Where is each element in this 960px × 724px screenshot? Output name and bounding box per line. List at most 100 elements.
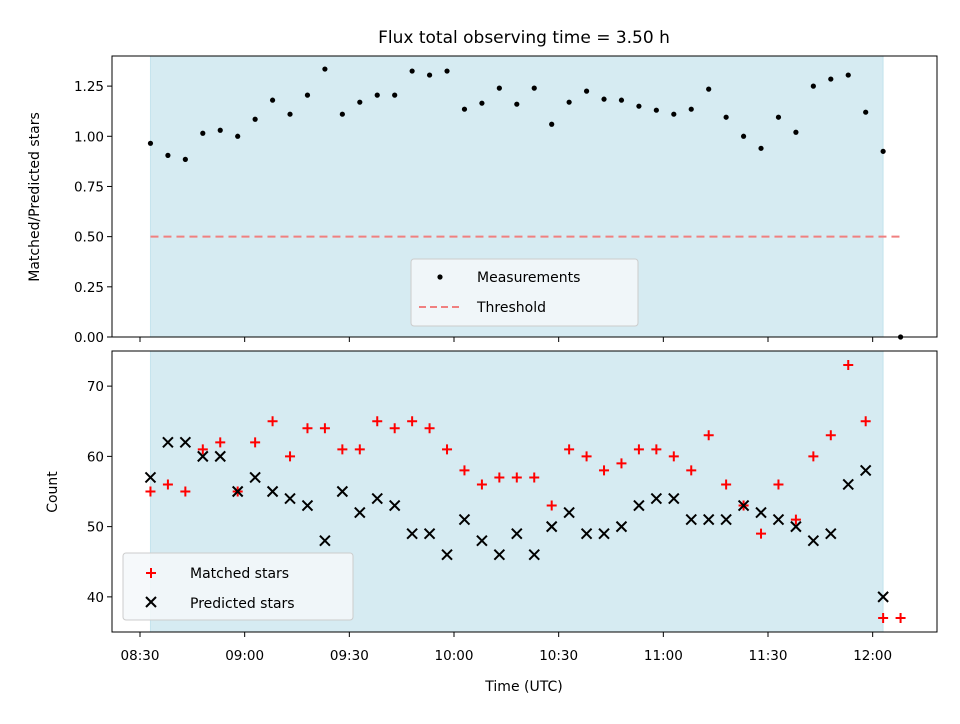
- measurement-point: [304, 92, 311, 98]
- count-y-tick-label: 40: [87, 590, 104, 606]
- measurement-points: [147, 66, 904, 340]
- measurement-point: [531, 85, 537, 91]
- matched-star-point: [319, 423, 330, 434]
- matched-star-point: [250, 437, 261, 448]
- predicted-star-point: [336, 485, 349, 498]
- matched-star-point: [442, 444, 453, 455]
- measurement-point: [217, 127, 223, 133]
- count-panel: 40 50 60 70 08:30 09:00 09:30 10:00 10:30 11:00 1…: [45, 350, 938, 664]
- matched-star-point: [616, 458, 627, 469]
- x-tick-label: 11:00: [644, 648, 683, 664]
- legend-measurements-marker: [437, 274, 443, 280]
- measurement-point: [287, 111, 293, 117]
- predicted-star-point: [615, 520, 628, 533]
- predicted-star-point: [371, 492, 383, 505]
- count-y-axis-label: Count: [45, 471, 61, 513]
- matched-star-point: [372, 416, 383, 427]
- ratio-y-tick-label: 1.00: [74, 129, 104, 145]
- measurement-point: [514, 101, 520, 107]
- predicted-star-point: [720, 513, 732, 526]
- ratio-y-tick-label: 0.75: [74, 179, 104, 195]
- matched-star-point: [633, 444, 644, 455]
- ratio-legend-box: [410, 258, 639, 327]
- predicted-star-point: [598, 527, 610, 540]
- matched-star-point: [773, 479, 784, 490]
- matched-star-point: [145, 486, 156, 497]
- measurement-point: [653, 107, 659, 113]
- count-x-ticks: 08:30 09:00 09:30 10:00 10:30 11:00 11:30 12:00: [121, 632, 892, 664]
- ratio-y-ticks: 0.00 0.25 0.50 0.75 1.00 1.25: [74, 79, 112, 346]
- measurement-point: [479, 100, 485, 106]
- ratio-y-tick-label: 0.50: [74, 230, 104, 246]
- matched-star-point: [825, 430, 836, 441]
- predicted-star-point: [354, 506, 366, 519]
- predicted-star-point: [877, 591, 889, 603]
- predicted-star-point: [772, 513, 785, 526]
- legend-matched-marker: [146, 568, 156, 578]
- measurement-point: [688, 106, 694, 112]
- predicted-star-point: [755, 506, 767, 519]
- ratio-y-tick-label: 0.25: [74, 280, 104, 296]
- legend-threshold-label: Threshold: [476, 300, 546, 316]
- measurement-point: [583, 88, 590, 94]
- count-y-tick-label: 50: [87, 520, 104, 536]
- measurement-point: [200, 130, 206, 136]
- measurement-point: [863, 109, 869, 115]
- count-y-tick-label: 70: [87, 379, 104, 395]
- measurement-point: [444, 68, 450, 74]
- predicted-star-point: [406, 527, 418, 540]
- measurement-point: [549, 121, 555, 127]
- predicted-star-point: [388, 499, 401, 512]
- measurement-point: [235, 133, 241, 139]
- predicted-star-point: [528, 549, 540, 561]
- measurement-point: [723, 114, 729, 120]
- matched-star-point: [860, 416, 871, 427]
- matched-star-point: [424, 423, 435, 434]
- measurement-point: [775, 114, 782, 120]
- predicted-star-point: [197, 450, 209, 463]
- measurement-point: [880, 148, 886, 154]
- predicted-star-point: [563, 506, 575, 519]
- measurement-point: [165, 152, 171, 158]
- x-tick-label: 11:30: [749, 648, 788, 664]
- matched-star-point: [215, 437, 226, 448]
- matched-star-point: [459, 465, 470, 476]
- predicted-star-point: [284, 492, 296, 505]
- predicted-star-point: [545, 520, 558, 533]
- count-panel-frame: [111, 350, 938, 633]
- measurement-point: [392, 92, 398, 98]
- predicted-star-point: [266, 485, 279, 498]
- x-tick-label: 09:30: [330, 648, 369, 664]
- measurement-point: [461, 106, 468, 112]
- matched-star-point: [407, 416, 418, 427]
- predicted-star-point: [702, 513, 715, 526]
- legend-measurements-label: Measurements: [477, 270, 580, 286]
- predicted-star-point: [668, 492, 680, 505]
- predicted-star-point: [685, 513, 697, 526]
- matched-star-point: [790, 514, 801, 525]
- count-points: [144, 360, 906, 623]
- ratio-panel-frame: [111, 55, 938, 338]
- matched-star-point: [599, 465, 610, 476]
- matched-star-point: [285, 451, 296, 462]
- count-legend: Matched stars Predicted stars: [122, 552, 354, 621]
- predicted-star-point: [423, 527, 436, 540]
- matched-star-point: [494, 472, 505, 483]
- measurement-point: [269, 97, 276, 103]
- matched-star-point: [302, 423, 313, 434]
- matched-star-point: [546, 500, 557, 511]
- ratio-y-axis-label: Matched/Predicted stars: [27, 112, 43, 282]
- predicted-star-point: [231, 485, 244, 498]
- predicted-star-point: [144, 471, 157, 484]
- matched-star-point: [197, 444, 208, 455]
- predicted-star-point: [441, 549, 453, 561]
- count-legend-box: [122, 552, 354, 621]
- measurement-point: [147, 140, 154, 146]
- x-tick-label: 09:00: [225, 648, 264, 664]
- measurement-point: [810, 83, 816, 89]
- matched-star-point: [581, 451, 592, 462]
- measurement-point: [828, 76, 834, 82]
- matched-star-point: [686, 465, 697, 476]
- measurement-point: [374, 92, 380, 98]
